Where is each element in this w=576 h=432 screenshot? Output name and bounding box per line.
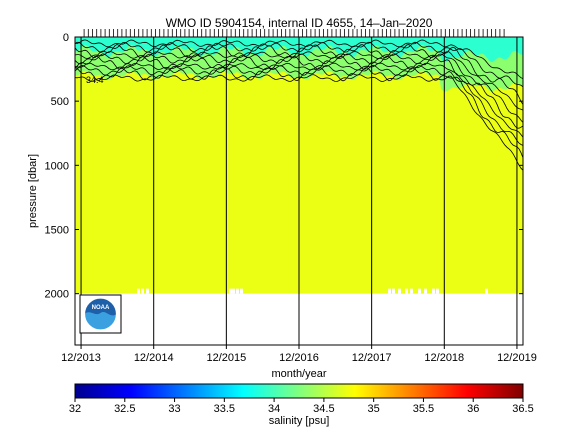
y-tick-label: 500 xyxy=(51,96,69,108)
x-tick-label: 12/2019 xyxy=(497,352,537,364)
y-axis-label: pressure [dbar] xyxy=(27,154,39,228)
missing-profile-gap xyxy=(232,288,235,294)
colorbar: 32 32.5 33 33.5 34 34.5 35 35.5 36 36.5 salinity … xyxy=(69,383,534,427)
missing-profile-gap xyxy=(229,288,232,294)
x-tick-label: 12/2016 xyxy=(279,352,319,364)
missing-profile-gap xyxy=(398,288,401,294)
missing-profile-gap xyxy=(236,288,239,294)
noaa-logo: NOAA xyxy=(79,294,122,334)
missing-profile-gap xyxy=(405,288,408,294)
chart-title: WMO ID 5904154, internal ID 4655, 14–Jan… xyxy=(166,16,433,30)
missing-profile-gap xyxy=(432,288,435,294)
colorbar-tick-label: 36.5 xyxy=(512,403,533,415)
missing-profile-gap xyxy=(137,288,140,294)
colorbar-tick-label: 32.5 xyxy=(114,403,135,415)
missing-profile-gap xyxy=(240,288,243,294)
colorbar-tick-label: 33.5 xyxy=(214,403,235,415)
missing-profile-gap xyxy=(410,288,413,294)
logo-text: NOAA xyxy=(92,305,110,311)
x-axis-label: month/year xyxy=(271,368,326,380)
plot-area xyxy=(75,37,523,345)
colorbar-tick-label: 35.5 xyxy=(413,403,434,415)
december-gridlines xyxy=(80,37,518,345)
missing-profile-gap xyxy=(436,288,439,294)
colorbar-tick-label: 35 xyxy=(368,403,380,415)
colorbar-gradient xyxy=(74,383,524,399)
colorbar-ticks: 32 32.5 33 33.5 34 34.5 35 35.5 36 36.5 xyxy=(69,398,534,415)
missing-profile-gap xyxy=(141,288,144,294)
colorbar-tick-label: 36 xyxy=(467,403,479,415)
x-axis: 12/2013 12/2014 12/2015 12/2016 12/2017 12/20… xyxy=(61,345,537,364)
x-tick-label: 12/2017 xyxy=(352,352,392,364)
missing-profile-gap xyxy=(485,288,488,294)
profile-time-ticks xyxy=(83,29,505,37)
x-tick-label: 12/2015 xyxy=(206,352,246,364)
x-tick-label: 12/2014 xyxy=(134,352,174,364)
missing-profile-gap xyxy=(388,288,391,294)
missing-profile-gap xyxy=(392,288,395,294)
x-tick-label: 12/2013 xyxy=(61,352,101,364)
missing-profile-gap xyxy=(146,288,149,294)
colorbar-tick-label: 33 xyxy=(168,403,180,415)
colorbar-tick-label: 34 xyxy=(268,403,280,415)
y-axis: 0 500 1000 1500 2000 xyxy=(45,32,523,301)
colorbar-tick-label: 32 xyxy=(69,403,81,415)
colorbar-tick-label: 34.5 xyxy=(313,403,334,415)
y-tick-label: 0 xyxy=(63,32,69,44)
missing-profile-gap xyxy=(424,288,427,294)
colorbar-label: salinity [psu] xyxy=(269,415,330,427)
x-tick-label: 12/2018 xyxy=(424,352,464,364)
y-tick-label: 2000 xyxy=(45,289,69,301)
y-tick-label: 1000 xyxy=(45,160,69,172)
missing-profile-gap xyxy=(418,288,421,294)
contour-label: 34.4 xyxy=(86,75,104,85)
y-tick-label: 1500 xyxy=(45,225,69,237)
